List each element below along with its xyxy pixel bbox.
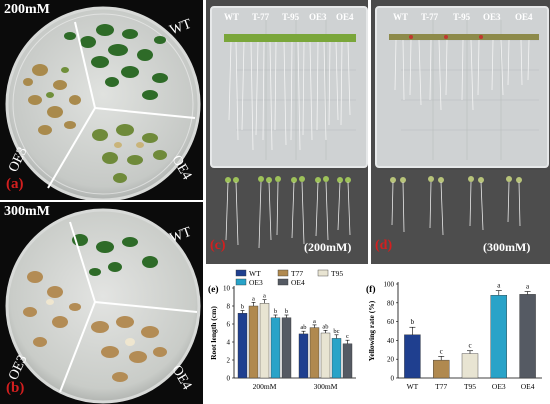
x-tick-label: T77 [435,382,447,391]
legend-swatch-oe3 [235,278,247,286]
bar-t95-300mm [320,332,331,379]
significance-letter: b [285,308,288,315]
panel-letter-a: (a) [6,176,24,192]
panel-b-photo: 300mM WT OE3 OE4 (b) [0,202,203,404]
concentration-label-c: (200mM) [304,240,352,254]
bar-wt-300mm [298,333,309,379]
y-tick-label: 6 [227,321,231,329]
yellowing-rate-chart: 0 20 40 60 80 100 Yellowing rate (%) b WT c T77 c T9… [364,266,548,402]
y-tick-label: 0 [227,375,231,383]
y-tick-label: 2 [227,357,231,365]
line-label-c-oe3: OE3 [309,12,327,22]
y-axis-label: Root length (cm) [209,306,218,360]
concentration-label-d: (300mM) [483,240,531,254]
x-tick-label: 300mM [314,382,338,391]
panel-a-photo: 200mM WT OE3 OE4 (a) [0,0,203,200]
significance-letter: ab [322,323,328,330]
bar-t77 [432,359,450,379]
y-tick-label: 60 [387,318,395,326]
x-tick-label: 200mM [253,382,277,391]
bar-oe4 [519,294,536,379]
significance-letter: bc [333,328,339,335]
bar-t95 [461,353,479,379]
seedlings-c [206,20,368,264]
bar-wt-200mm [237,313,248,379]
line-label-d-t95: T-95 [453,12,471,22]
significance-letter: a [313,318,316,325]
significance-letter: b [274,308,277,315]
panel-letter-d: (d) [375,238,393,253]
line-label-c-t95: T-95 [282,12,300,22]
y-tick-label: 100 [384,281,395,289]
seedlings-d [371,20,550,264]
significance-letter: c [468,342,471,350]
legend-label-t77: T77 [291,269,303,278]
bar-oe3 [490,295,508,379]
legend-label-oe4: OE4 [291,278,305,287]
y-axis-label: Yellowing rate (%) [367,300,376,361]
legend-label-wt: WT [249,269,261,278]
bar-oe4-300mm [342,343,353,379]
legend-swatch-t77 [277,269,289,277]
x-tick-label: WT [407,382,419,391]
y-tick-label: 40 [387,337,395,345]
y-tick-label: 10 [223,285,231,293]
significance-letter: b [241,304,244,311]
petri-dish-a [5,6,201,200]
line-label-d-wt: WT [393,12,409,22]
panel-letter-e: (e) [208,284,219,295]
line-label-c-oe4: OE4 [336,12,354,22]
y-tick-label: 8 [227,303,231,311]
bar-t77-300mm [309,327,320,379]
significance-letter: c [440,347,443,355]
bar-wt [404,334,421,379]
panel-d-photo: WT T-77 T-95 OE3 OE4 (d) (300mM) [371,0,550,264]
legend-swatch-oe4 [277,278,289,286]
significance-letter: a [252,295,255,302]
bar-oe3-300mm [331,338,342,379]
legend-label-t95: T95 [331,269,343,278]
y-tick-label: 80 [387,299,395,307]
y-tick-label: 20 [387,356,395,364]
concentration-label-a: 200mM [4,2,50,17]
legend-swatch-wt [235,269,247,277]
significance-letter: a [497,282,501,290]
significance-letter: c [346,333,349,340]
significance-letter: a [526,283,530,291]
legend-swatch-t95 [317,269,329,277]
legend-label-oe3: OE3 [249,278,263,287]
y-tick-label: 0 [391,375,395,383]
line-label-c-t77: T-77 [252,12,270,22]
bar-oe3-200mm [270,317,281,379]
petri-dish-b [5,208,201,404]
bar-t77-200mm [248,305,259,379]
line-label-d-oe3: OE3 [483,12,501,22]
significance-letter: ab [300,324,306,331]
panel-letter-c: (c) [210,238,226,253]
concentration-label-b: 300mM [4,204,50,219]
significance-letter: a [263,293,266,300]
bar-oe4-200mm [281,317,292,379]
panel-c-photo: WT T-77 T-95 OE3 OE4 (c) (200mM) [206,0,368,264]
x-tick-label: OE4 [521,382,535,391]
line-label-c-wt: WT [224,12,240,22]
significance-letter: b [411,318,415,326]
x-tick-label: T95 [464,382,476,391]
line-label-d-t77: T-77 [421,12,439,22]
line-label-d-oe4: OE4 [515,12,533,22]
bar-t95-200mm [259,303,270,379]
x-tick-label: OE3 [492,382,506,391]
y-tick-label: 4 [227,339,231,347]
panel-letter-b: (b) [6,380,25,396]
panel-letter-f: (f) [366,284,376,295]
